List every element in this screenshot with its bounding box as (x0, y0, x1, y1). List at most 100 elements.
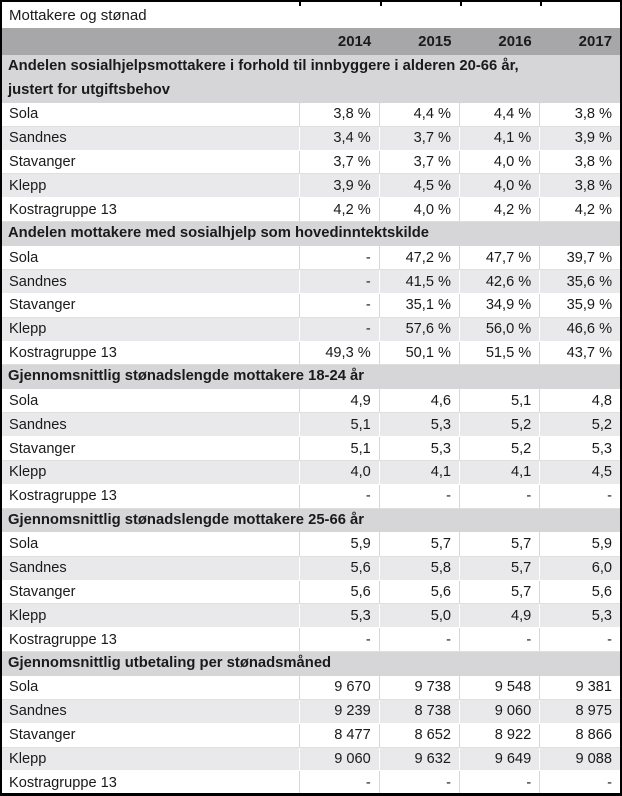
table-row: Stavanger 5,1 5,3 5,2 5,3 (2, 436, 620, 462)
cell-value: 9 632 (378, 747, 460, 772)
cell-value: 4,6 (378, 389, 460, 414)
section-header-row: Gjennomsnittlig utbetaling per stønadsmå… (2, 651, 620, 676)
table-row: Klepp 5,3 5,0 4,9 5,3 (2, 603, 620, 629)
cell-value: 5,3 (378, 412, 460, 438)
cell-value: - (298, 317, 380, 342)
cell-value: 5,7 (458, 556, 540, 581)
column-tick (299, 2, 301, 6)
cell-value: 5,1 (298, 436, 380, 462)
cell-value: 5,1 (298, 412, 380, 438)
cell-value: 5,6 (298, 556, 380, 581)
cell-value: 57,6 % (378, 317, 460, 342)
row-label: Klepp (2, 603, 299, 629)
row-label: Sola (2, 389, 299, 414)
row-label: Kostragruppe 13 (2, 770, 299, 793)
cell-value: - (298, 269, 380, 294)
cell-value: 5,6 (298, 580, 380, 605)
cell-value: - (539, 770, 620, 793)
year-header-2016: 2016 (459, 28, 540, 55)
cell-value: 3,8 % (539, 173, 620, 199)
cell-value: - (539, 627, 620, 652)
row-label: Sola (2, 102, 299, 127)
cell-value: 4,8 (539, 389, 620, 414)
cell-value: 9 649 (458, 747, 540, 772)
cell-value: 4,4 % (378, 102, 460, 127)
table-row: Sola -47,2 % 47,7 % 39,7 % (2, 245, 620, 271)
section-header: Gjennomsnittlig stønadslengde mottakere … (2, 364, 620, 390)
cell-value: 5,2 (458, 412, 540, 438)
table-title: Mottakere og stønad (2, 2, 620, 28)
cell-value: 4,5 % (378, 173, 460, 199)
section-header: Gjennomsnittlig utbetaling per stønadsmå… (2, 651, 620, 676)
cell-value: 9 738 (378, 675, 460, 701)
cell-value: 5,3 (539, 603, 620, 629)
cell-value: 9 670 (298, 675, 380, 701)
table-row: Kostragruppe 13 4,2 % 4,0 % 4,2 % 4,2 % (2, 197, 620, 223)
cell-value: 5,2 (539, 412, 620, 438)
cell-value: - (298, 770, 380, 793)
row-label: Stavanger (2, 150, 299, 175)
cell-value: 43,7 % (539, 341, 620, 366)
section-header: Gjennomsnittlig stønadslengde mottakere … (2, 508, 620, 533)
cell-value: 5,7 (458, 532, 540, 557)
cell-value: 9 381 (539, 675, 620, 701)
cell-value: 41,5 % (378, 269, 460, 294)
table-row: Sandnes 3,4 % 3,7 % 4,1 % 3,9 % (2, 126, 620, 151)
column-tick (380, 2, 382, 6)
cell-value: 9 060 (298, 747, 380, 772)
table-row: Stavanger 5,6 5,6 5,7 5,6 (2, 580, 620, 605)
cell-value: 42,6 % (458, 269, 540, 294)
cell-value: 5,6 (539, 580, 620, 605)
row-label: Sandnes (2, 269, 299, 294)
year-header-spacer (2, 28, 299, 55)
cell-value: 35,6 % (539, 269, 620, 294)
cell-value: 4,0 % (458, 173, 540, 199)
cell-value: 47,2 % (378, 245, 460, 271)
column-tick (460, 2, 462, 6)
cell-value: 4,0 % (378, 197, 460, 223)
cell-value: 4,2 % (539, 197, 620, 223)
cell-value: 8 975 (539, 699, 620, 724)
table-row: Sandnes 9 239 8 738 9 060 8 975 (2, 699, 620, 724)
cell-value: 34,9 % (458, 293, 540, 318)
cell-value: - (298, 627, 380, 652)
cell-value: 5,7 (378, 532, 460, 557)
table-row: Klepp 9 060 9 632 9 649 9 088 (2, 747, 620, 772)
row-label: Klepp (2, 317, 299, 342)
cell-value: 5,3 (298, 603, 380, 629)
row-label: Kostragruppe 13 (2, 627, 299, 652)
table-row: Sola 4,9 4,6 5,1 4,8 (2, 389, 620, 414)
section-header-row: Andelen mottakere med sosialhjelp som ho… (2, 221, 620, 246)
cell-value: 8 922 (458, 723, 540, 748)
row-label: Kostragruppe 13 (2, 341, 299, 366)
cell-value: - (378, 770, 460, 793)
cell-value: 35,9 % (539, 293, 620, 318)
row-label: Stavanger (2, 723, 299, 748)
cell-value: 56,0 % (458, 317, 540, 342)
cell-value: - (458, 627, 540, 652)
cell-value: 50,1 % (378, 341, 460, 366)
cell-value: 51,5 % (458, 341, 540, 366)
row-label: Stavanger (2, 293, 299, 318)
cell-value: 8 477 (298, 723, 380, 748)
cell-value: 4,1 % (458, 126, 540, 151)
row-label: Sola (2, 245, 299, 271)
row-label: Sandnes (2, 412, 299, 438)
cell-value: 4,1 (378, 460, 460, 485)
table-row: Sola 3,8 % 4,4 % 4,4 % 3,8 % (2, 102, 620, 127)
table-row: Klepp -57,6 % 56,0 % 46,6 % (2, 317, 620, 342)
cell-value: 5,2 (458, 436, 540, 462)
cell-value: 3,8 % (539, 102, 620, 127)
table-row: Klepp 3,9 % 4,5 % 4,0 % 3,8 % (2, 173, 620, 199)
cell-value: - (458, 484, 540, 509)
cell-value: 9 239 (298, 699, 380, 724)
cell-value: 5,0 (378, 603, 460, 629)
cell-value: 3,8 % (298, 102, 380, 127)
cell-value: - (298, 245, 380, 271)
cell-value: 39,7 % (539, 245, 620, 271)
row-label: Kostragruppe 13 (2, 484, 299, 509)
section-header-row: Gjennomsnittlig stønadslengde mottakere … (2, 364, 620, 390)
